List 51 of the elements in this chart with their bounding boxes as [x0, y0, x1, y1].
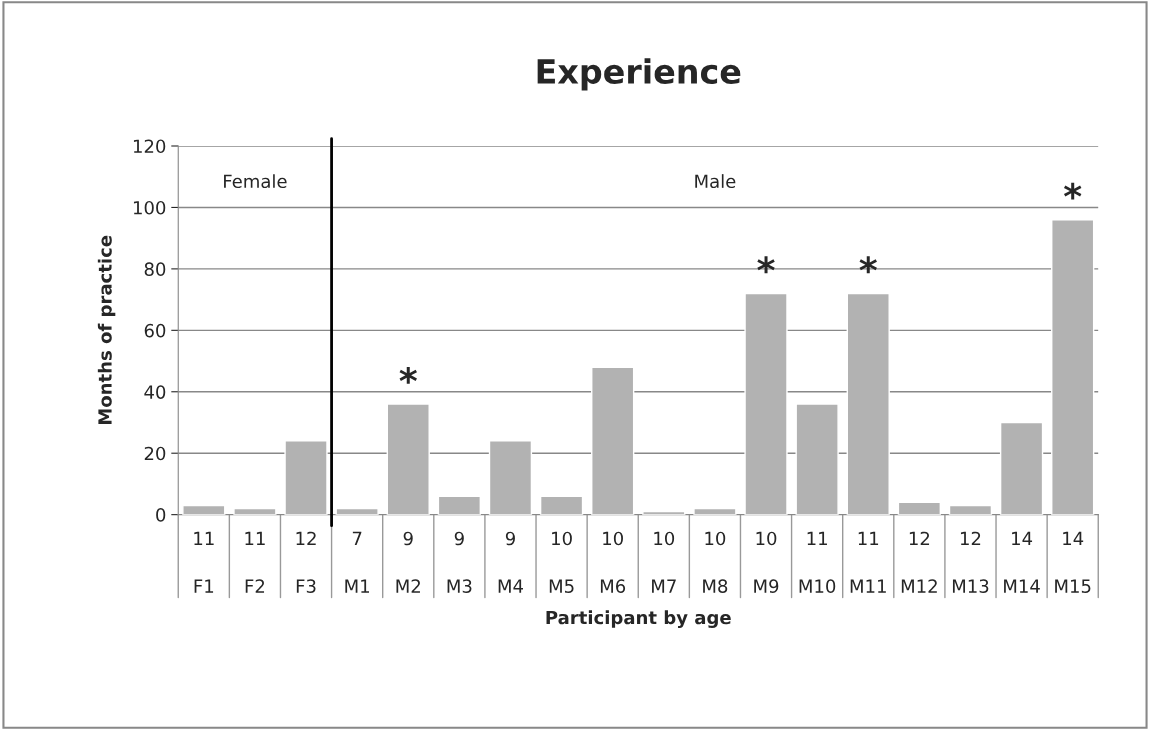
- x-axis-title: Participant by age: [546, 610, 731, 628]
- category-label: 10 M5: [549, 531, 574, 593]
- bar: [744, 292, 788, 515]
- bar: [999, 421, 1044, 515]
- bar: [284, 440, 328, 515]
- bar: [437, 495, 482, 515]
- category-label: 9 M2: [396, 531, 420, 593]
- bar: [386, 403, 430, 515]
- category-label: 10 M6: [600, 531, 626, 593]
- bar: [897, 501, 942, 515]
- annotation: *: [1063, 182, 1082, 200]
- y-tick-label: 80: [144, 262, 166, 276]
- category-label: 14 M15: [1055, 531, 1091, 593]
- y-tick-label: 120: [133, 139, 166, 154]
- category-label: 7 M1: [345, 531, 369, 593]
- category-label: 9 M4: [498, 531, 523, 593]
- annotation: *: [399, 366, 417, 384]
- chart-title: Experience: [537, 58, 741, 91]
- category-label: 11 F1: [194, 531, 214, 593]
- annotation: *: [757, 256, 775, 274]
- category-label: 10 M7: [652, 531, 676, 593]
- y-tick-label: 0: [156, 508, 166, 522]
- y-tick-label: 60: [144, 323, 166, 338]
- bar: [488, 440, 533, 515]
- category-label: 11 M10: [799, 531, 836, 593]
- y-tick-label: 20: [144, 446, 166, 461]
- bar: [1051, 219, 1095, 515]
- bar: [948, 504, 993, 515]
- annotation: Male: [695, 174, 736, 189]
- bar: [795, 403, 839, 515]
- bar: [182, 504, 226, 515]
- category-label: 10 M8: [703, 531, 728, 593]
- bar: [335, 507, 379, 515]
- category-label: 11 M11: [850, 531, 886, 593]
- category-label: 12 M12: [901, 531, 937, 593]
- bar: [846, 292, 890, 515]
- category-label: 11 F2: [245, 531, 265, 593]
- category-label: 14 M14: [1004, 531, 1040, 593]
- bar: [591, 366, 635, 515]
- category-label: 9 M3: [447, 531, 472, 593]
- category-label: 12 F3: [296, 531, 316, 593]
- annotation: *: [859, 256, 877, 274]
- category-label: 10 M9: [754, 531, 779, 593]
- category-label: 12 M13: [952, 531, 989, 593]
- bar: [693, 507, 737, 515]
- bar: [539, 495, 584, 515]
- bar: [233, 507, 277, 515]
- annotation: Female: [224, 174, 287, 189]
- y-tick-label: 40: [144, 385, 166, 399]
- y-axis-title: Months of practice: [97, 235, 116, 425]
- y-tick-label: 100: [133, 200, 166, 215]
